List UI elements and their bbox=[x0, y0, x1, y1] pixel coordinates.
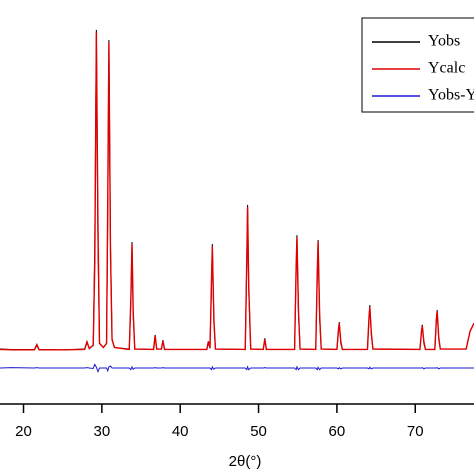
x-tick-label: 70 bbox=[407, 423, 424, 440]
series-line bbox=[0, 32, 474, 351]
x-axis-label: 2θ(°) bbox=[229, 453, 262, 470]
x-tick-label: 30 bbox=[94, 423, 111, 440]
x-tick-label: 40 bbox=[172, 423, 189, 440]
x-tick-label: 60 bbox=[329, 423, 346, 440]
x-tick-label: 20 bbox=[15, 423, 32, 440]
series-line bbox=[0, 363, 474, 374]
legend-label: Yobs-Ycalc bbox=[428, 87, 474, 104]
legend-label: Yobs bbox=[428, 33, 460, 50]
x-tick-label: 50 bbox=[250, 423, 267, 440]
legend-label: Ycalc bbox=[428, 60, 465, 77]
